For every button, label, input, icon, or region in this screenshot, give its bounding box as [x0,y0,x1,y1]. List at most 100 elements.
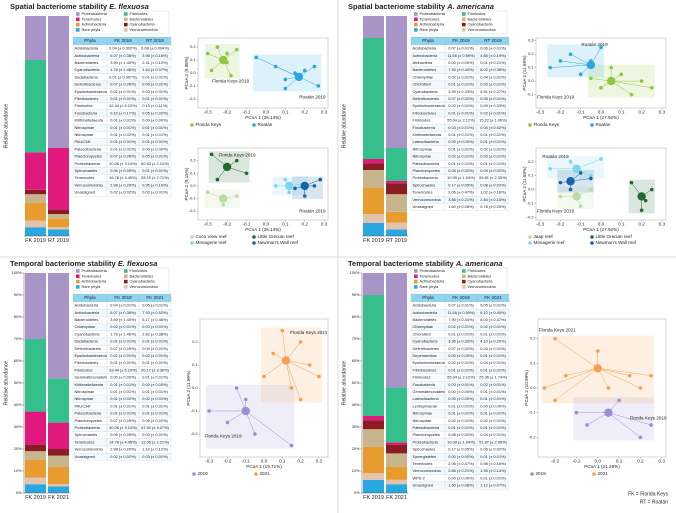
x-tick-label: 0.3 [659,110,666,115]
table-value: 0.06 (± 0.02%) [142,82,168,87]
table-value: 0.01 (± 0.01%) [142,139,168,144]
table-cell [138,453,172,461]
table-phylum: Cyanobacteria [413,339,439,344]
bar-segment [25,227,46,236]
sample-point [235,47,239,52]
group-annotation: Florida Keys 2019 [205,434,242,439]
legend-marker [190,241,194,245]
spoke [263,360,287,377]
sample-point [298,340,303,344]
table-value: 0.00 (± 0.00%) [448,139,474,144]
table-phylum: Lentisphaerae [413,403,438,408]
sample-point [273,64,278,69]
table-phylum: Synergistetes [413,454,437,459]
legend-label: Verrucomicrobia [130,27,159,32]
table-value: 0.04 (± 0.002%) [109,46,137,51]
table-value: 0.01 (± 0.01%) [480,425,506,430]
y-tick-label: 0.2 [192,339,197,344]
table-value: 1.64 (± 0.07%) [142,67,168,72]
legend-marker [252,241,256,245]
centroid [566,177,575,186]
table-value: 3.90 (± 1.40%) [110,317,136,322]
table-value: 0.01 (± 0.01%) [110,118,136,123]
legend-label: Cyanobacteria [468,22,494,27]
y-tick-label: -0.2 [527,214,534,219]
table-value: 0.01 (± 0.01%) [448,331,474,336]
table-phylum: Fibrobacteres [75,96,99,101]
table-phylum: Spirochaetes [75,432,98,437]
table-value: 0.01 (± 0.01%) [110,96,136,101]
sample-point [578,171,583,175]
table-value: 59.81 (± 2.33%) [479,175,507,180]
legend-label: Florida Keys [534,122,560,127]
bar-segment [25,339,46,412]
table-phylum: Chlamydiae [75,324,96,329]
bar-segment [363,222,384,236]
table-phylum: Proteobacteria [413,175,439,180]
table-phylum: Actinobacteria [413,310,438,315]
table-value: 1.95 (± 0.14%) [480,468,506,473]
x-tick-label: -0.1 [577,222,585,227]
legend-label: Actinobacteria [82,279,107,284]
y-tick-label: 40% [352,402,360,407]
table-value: 7.90 (± 0.44%) [448,317,474,322]
y-axis-label: PCoA 2 (9.98%) [184,56,189,89]
y-tick-label: 10% [14,468,22,473]
table-value: 0.01 (± 0.01%) [480,60,506,65]
table-value: 0.02 (± 0.01%) [480,418,506,423]
table-phylum: Unassigned [75,454,96,459]
y-tick-label: 0.3 [528,38,533,43]
x-tick-label: RT 2019 [48,237,69,244]
y-tick-label: 0.2 [528,51,533,56]
table-header: Phyla [84,38,96,43]
table-value: 3.95 (± 0.33%) [448,339,474,344]
table-value: 1.60 (± 0.08%) [448,204,474,209]
table-value: 0.98 (± 0.16%) [480,461,506,466]
table-value: 1.12 (± 0.07%) [480,483,506,488]
table-value: 0.07 (± 0.05%) [110,154,136,159]
table-value: 0.04 (± 0.02%) [480,125,506,130]
title-species: A. americana [455,259,503,268]
table-phylum: Unassigned [413,483,434,488]
table-value: 2.95 (± 0.33%) [448,89,474,94]
table-value: 11.58 (± 0.59%) [447,53,475,58]
table-value: 4.91 (± 0.27%) [480,89,506,94]
legend-swatch [414,274,418,279]
table-value: 0.02 (± 0.02%) [110,454,136,459]
table-value: 0.01 (± 0.01%) [480,161,506,166]
legend-marker [590,235,594,239]
bar-segment [363,420,384,430]
legend-swatch [462,274,466,279]
table-value: 0.01 (± 0.01%) [480,389,506,394]
sample-point [589,187,593,192]
x-tick-label: -0.3 [536,222,544,227]
table-phylum: Firmicutes [75,103,93,108]
legend-label: Tenericutes [420,273,440,278]
table-phylum: Kiritimatiellaeota [75,118,104,123]
legend-swatch [124,285,128,289]
table-phylum: Verrucomicrobia [413,468,442,473]
y-tick-label: 0.0 [528,78,534,83]
sample-point [553,398,557,403]
legend-swatch [462,22,466,27]
y-tick-label: 90% [352,292,360,297]
y-tick-label: -0.1 [189,196,196,201]
x-tick-label: -0.1 [242,459,250,464]
x-tick-label: -0.3 [204,222,212,227]
bar-segment [363,16,384,38]
y-tick-label: 0.2 [530,336,535,341]
table-value: 0.05 (± 0.02%) [142,110,168,115]
x-tick-label: 0.1 [618,110,625,115]
title-text: Spatial bacteriome stability [348,2,446,11]
table-phylum: Bacteroidetes [413,317,437,322]
y-tick-label: 0.1 [190,170,195,175]
table-value: 0.01 (± 0.01%) [142,411,168,416]
table-value: 2.86 (± 0.21%) [448,468,474,473]
table-value: 30.06 (± 3.14%) [109,425,137,430]
table-phylum: Tenericutes [75,439,95,444]
table-value: 3.90 (± 1.40%) [110,60,136,65]
spoke [554,368,598,401]
x-tick-label: 0.2 [302,222,309,227]
table-phylum: Kiritimatiellaeota [413,132,442,137]
table-value: 0.02 (± 0.01%) [480,382,506,387]
